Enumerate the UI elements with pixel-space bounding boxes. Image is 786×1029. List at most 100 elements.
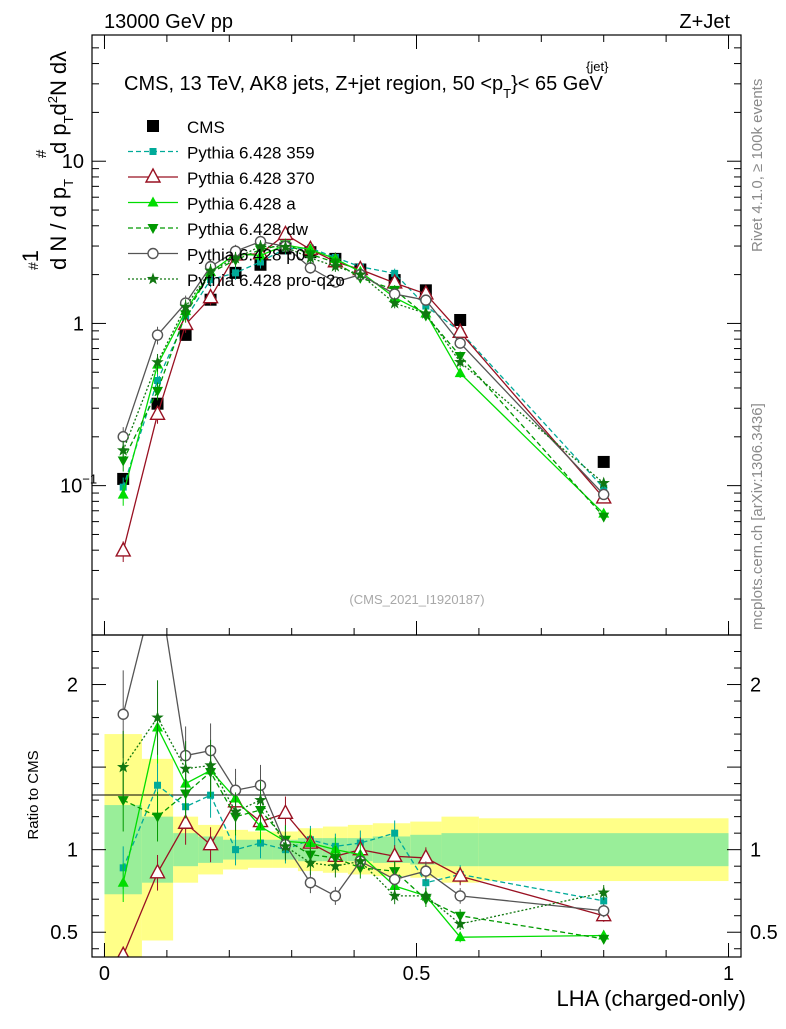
svg-text:d N / d pT: d N / d pT [46,179,76,270]
point-top-0-12 [454,313,467,326]
header-left: 13000 GeV pp [104,11,233,33]
legend-entry-5: Pythia 6.428 p0 [128,246,305,265]
legend-label-4: Pythia 6.428 dw [187,220,309,239]
plot-title-sup: {jet} [586,59,609,74]
plot-title-tail: }< 65 GeV [511,73,603,95]
legend-entry-2: Pythia 6.428 370 [128,167,315,188]
point-bottom-3-0 [117,876,129,887]
ylabel-part-2: d N / d p [46,187,71,270]
point-top-5-11 [420,294,432,306]
ylabel-part-8: 2 [45,96,60,103]
y-axis-label-top: #1 [18,250,43,270]
point-bottom-5-7 [304,876,317,889]
point-bottom-6-6 [279,839,292,852]
point-top-6-8 [329,259,342,272]
point-top-4-1 [152,386,164,397]
uncertainty-bands [104,734,729,957]
point-bottom-6-10 [388,889,401,902]
point-bottom-6-11 [419,889,432,902]
point-bottom-2-0 [117,945,130,957]
band-green-13 [478,833,729,867]
legend-label-3: Pythia 6.428 a [187,195,296,214]
series-lines-bottom [117,572,612,957]
point-top-1-13 [600,484,608,492]
y-tick-label-bottom-left-0: 0.5 [50,922,78,944]
legend-marker-6 [146,272,160,285]
point-bottom-4-13 [598,934,610,945]
legend-marker-1 [149,148,157,155]
ylabel-part-10: d [46,62,71,74]
point-top-5-13 [598,488,610,501]
legend-entry-4: Pythia 6.428 dw [128,220,309,239]
point-bottom-2-1 [149,863,166,879]
point-bottom-5-11 [420,865,432,877]
point-bottom-1-11 [422,879,430,887]
point-top-3-12 [454,367,466,378]
legend-marker-5 [147,247,159,260]
rivet-info: Rivet 4.1.0, ≥ 100k events [749,79,766,252]
legend-label-5: Pythia 6.428 p0 [187,246,305,265]
point-top-2-3 [202,288,219,304]
point-bottom-1-13 [600,897,608,905]
legend-marker-2 [144,167,162,183]
svg-text:d pTd2Ndλ: d pTd2Ndλ [45,51,76,154]
point-bottom-5-12 [454,890,466,902]
point-top-6-3 [204,264,217,276]
legend-marker-3 [147,196,159,207]
point-bottom-6-7 [304,856,317,869]
legend-label-6: Pythia 6.428 pro-q2o [187,271,345,290]
point-top-6-12 [454,355,467,368]
point-top-0-13 [597,455,610,468]
header-right: Z+Jet [679,11,730,33]
point-top-5-1 [151,329,164,341]
point-bottom-4-12 [454,911,466,922]
legend-marker-0 [147,120,159,132]
legend-label-2: Pythia 6.428 370 [187,169,315,188]
point-bottom-1-1 [154,781,162,789]
y-tick-label-bottom-left-1: 1 [67,840,78,862]
ylabel-part-1: 1 [18,250,43,262]
legend-entry-6: Pythia 6.428 pro-q2o [128,271,345,290]
point-top-4-13 [598,512,610,523]
ylabel-part-5: d p [46,123,71,154]
plot-title-sub: T [503,86,511,101]
legend: CMS Pythia 6.428 359 Pythia 6.428 370 Pythi… [128,118,345,290]
point-bottom-5-8 [329,890,342,902]
point-top-1-4 [232,269,240,277]
point-top-6-4 [229,251,242,264]
point-top-2-2 [177,314,194,331]
y-tick-label-bottom-right-2: 2 [750,675,761,697]
point-bottom-5-0 [117,708,129,720]
bottom-plot-frame [91,634,742,958]
point-top-5-0 [117,431,129,443]
point-bottom-6-5 [254,793,267,806]
ylabel-part-9: N [46,80,71,96]
point-bottom-6-1 [151,711,164,723]
point-bottom-2-2 [177,813,194,829]
point-bottom-6-12 [454,917,467,930]
series-bottom-6 [117,680,610,930]
point-bottom-5-1 [153,572,163,582]
series-line-bottom-1 [122,784,604,902]
point-bottom-2-12 [452,866,469,882]
point-bottom-6-8 [329,859,342,872]
point-top-4-2 [180,310,192,321]
legend-marker-4 [147,224,159,234]
point-top-2-1 [149,404,166,421]
y-tick-label-top-1: 1 [73,313,84,335]
point-bottom-6-4 [229,805,242,817]
svg-text:#: # [33,149,50,158]
point-top-6-1 [151,355,164,368]
point-top-2-12 [452,322,469,338]
legend-label-0: CMS [187,118,225,137]
svg-text:#1: #1 [18,250,43,270]
point-bottom-6-13 [597,886,610,898]
ylabel-part-4: # [33,149,50,158]
point-bottom-6-2 [179,762,192,774]
point-bottom-4-1 [152,812,164,823]
x-tick-label-2: 1 [723,963,734,985]
point-top-6-9 [354,268,367,280]
ylabel-part-3: T [61,179,76,187]
ylabel-part-11: λ [46,51,71,62]
